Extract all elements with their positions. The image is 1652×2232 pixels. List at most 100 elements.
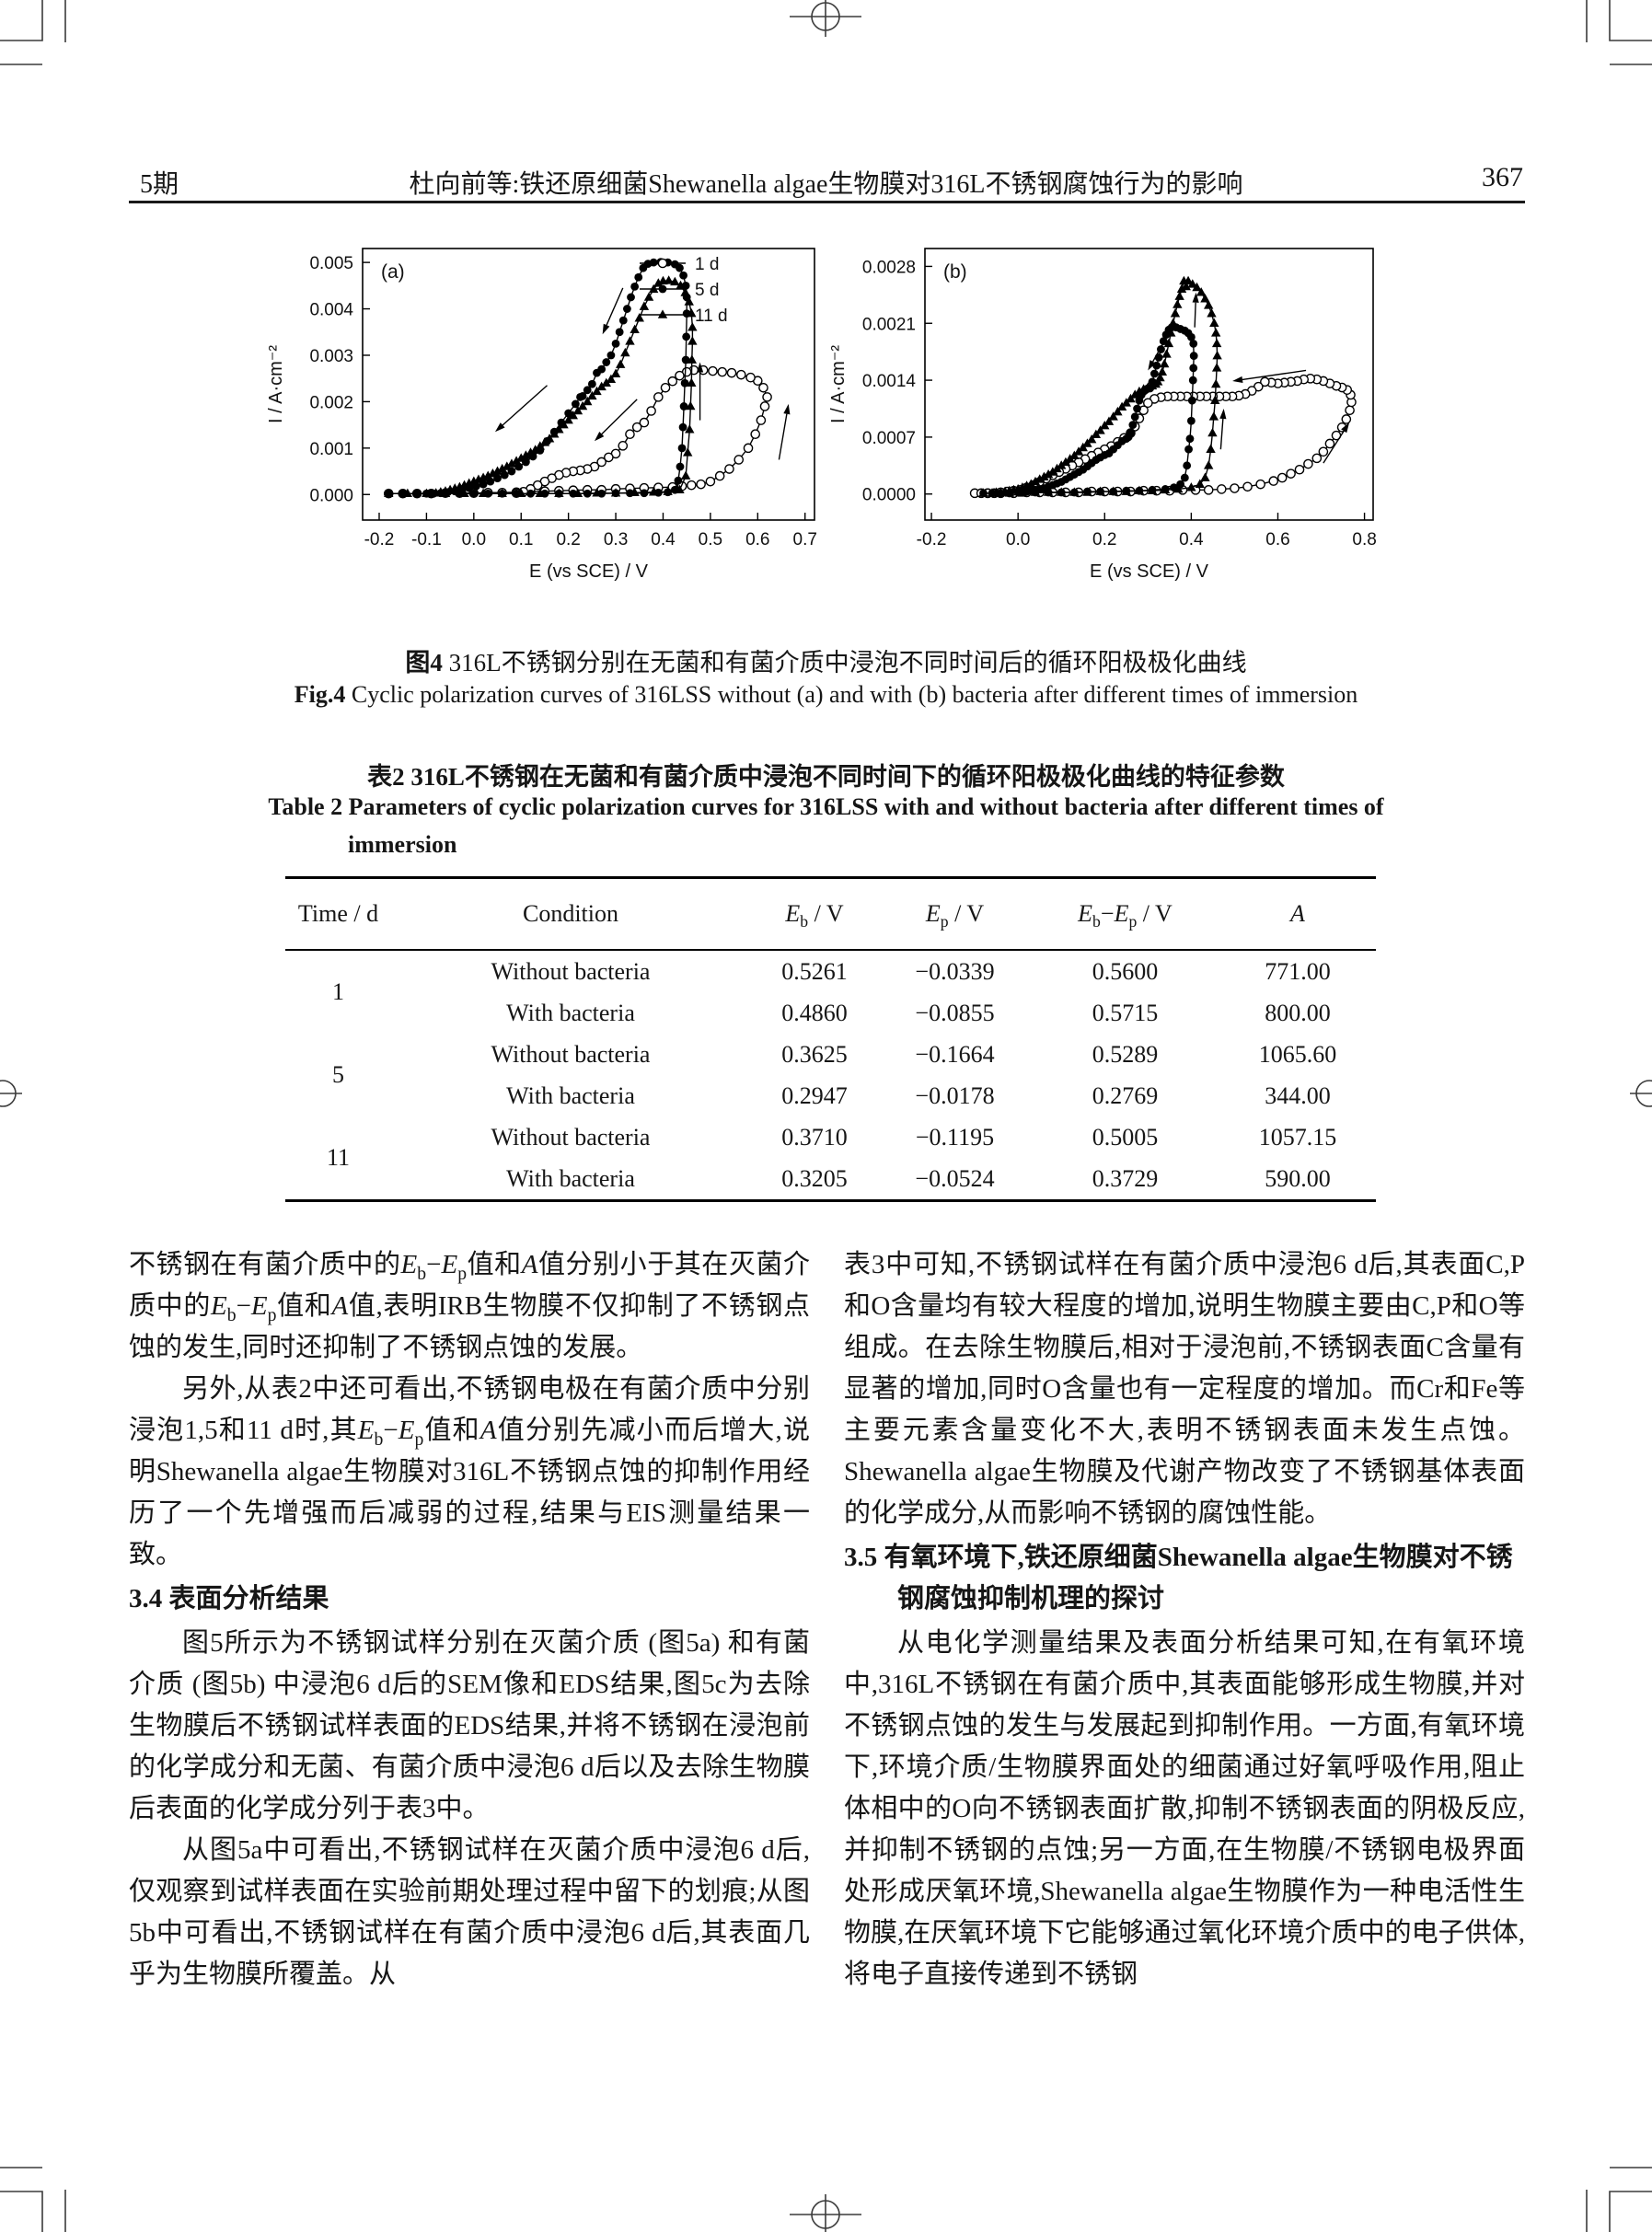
table-cell: 771.00 xyxy=(1265,957,1331,985)
svg-text:I / A·cm⁻²: I / A·cm⁻² xyxy=(266,345,286,423)
paragraph: 另外,从表2中还可看出,不锈钢电极在有菌介质中分别浸泡1,5和11 d时,其Eb… xyxy=(129,1374,810,1569)
table-cell-time: 1 xyxy=(332,978,344,1005)
figure4-chart-b: -0.2 0.0 0.2 0.4 0.6 0.8 0.0000 0.0007 0.0014 0.0… xyxy=(828,248,1377,582)
svg-text:0.2: 0.2 xyxy=(1092,530,1116,549)
svg-text:(b): (b) xyxy=(943,261,967,283)
table-cell: −0.0339 xyxy=(915,957,995,985)
registration-mark-right-icon xyxy=(1630,1080,1652,1107)
table-cell: Without bacteria xyxy=(491,957,651,985)
svg-text:E (vs SCE) / V: E (vs SCE) / V xyxy=(1090,561,1209,582)
table-cell: With bacteria xyxy=(506,1164,635,1192)
table-cell: Without bacteria xyxy=(491,1123,651,1151)
svg-text:1 d: 1 d xyxy=(695,255,719,274)
crop-mark-top-right-icon xyxy=(1586,0,1652,65)
table-cell-time: 11 xyxy=(326,1144,351,1171)
svg-text:0.002: 0.002 xyxy=(309,393,353,412)
svg-text:5 d: 5 d xyxy=(695,281,719,300)
registration-mark-bottom-icon xyxy=(790,2194,861,2232)
svg-text:0.0028: 0.0028 xyxy=(862,258,916,277)
table-cell: −0.1664 xyxy=(915,1040,995,1068)
svg-text:0.004: 0.004 xyxy=(309,301,353,320)
table-row: With bacteria 0.2947 −0.0178 0.2769 344.00 xyxy=(285,1075,1376,1116)
table2: Time / d Condition Eb / V Ep / V Eb−Ep /… xyxy=(285,876,1376,1202)
paragraph: 表3中可知,不锈钢试样在有菌介质中浸泡6 d后,其表面C,P和O含量均有较大程度… xyxy=(844,1250,1525,1528)
table-cell-time: 5 xyxy=(332,1061,344,1088)
svg-text:0.0: 0.0 xyxy=(1006,530,1030,549)
svg-text:0.7: 0.7 xyxy=(793,530,817,549)
table2-caption-en-line2: immersion xyxy=(348,831,457,858)
paragraph: 图5所示为不锈钢试样分别在灭菌介质 (图5a) 和有菌介质 (图5b) 中浸泡6… xyxy=(129,1628,810,1823)
figure4-chart-a: -0.2 -0.1 0.0 0.1 0.2 0.3 0.4 0.5 0.6 0.7 0.000 0.0… xyxy=(266,248,817,582)
table-cell: −0.0178 xyxy=(915,1081,995,1109)
svg-text:0.3: 0.3 xyxy=(604,530,628,549)
table-row: 1 Without bacteria 0.5261 −0.0339 0.5600 771.… xyxy=(285,950,1376,1006)
paragraph: 不锈钢在有菌介质中的Eb−Ep值和A值分别小于其在灭菌介质中的Eb−Ep值和A值… xyxy=(129,1250,810,1362)
table-cell: With bacteria xyxy=(506,1081,635,1109)
table-cell: 0.4860 xyxy=(781,999,848,1026)
table2-header-condition: Condition xyxy=(391,877,750,951)
crop-mark-top-left-icon xyxy=(0,0,66,65)
table-row: 5 Without bacteria 0.3625 −0.1664 0.5289 1065… xyxy=(285,1034,1376,1089)
table-row: With bacteria 0.3205 −0.0524 0.3729 590.00 xyxy=(285,1158,1376,1201)
paragraph: 从电化学测量结果及表面分析结果可知,在有氧环境中,316L不锈钢在有菌介质中,其… xyxy=(844,1628,1525,1989)
table-cell: 0.2947 xyxy=(781,1081,848,1109)
body-right-column: 表3中可知,不锈钢试样在有菌介质中浸泡6 d后,其表面C,P和O含量均有较大程度… xyxy=(844,1244,1525,1995)
svg-text:E (vs SCE) / V: E (vs SCE) / V xyxy=(529,561,649,582)
crop-mark-bottom-left-icon xyxy=(0,2167,66,2232)
running-title: 杜向前等:铁还原细菌Shewanella algae生物膜对316L不锈钢腐蚀行… xyxy=(409,170,1243,199)
table2-caption-cn: 表2 316L不锈钢在无菌和有菌介质中浸泡不同时间下的循环阳极极化曲线的特征参数 xyxy=(367,763,1285,791)
svg-text:-0.2: -0.2 xyxy=(917,530,947,549)
table2-header-ep: Ep / V xyxy=(879,877,1031,951)
table-cell: −0.1195 xyxy=(915,1123,995,1151)
journal-issue: 5期 xyxy=(140,170,179,199)
body-left-column: 不锈钢在有菌介质中的Eb−Ep值和A值分别小于其在灭菌介质中的Eb−Ep值和A值… xyxy=(129,1244,810,1995)
svg-text:0.2: 0.2 xyxy=(556,530,580,549)
table-cell: 0.5005 xyxy=(1092,1123,1159,1151)
table-cell: 1057.15 xyxy=(1258,1123,1337,1151)
svg-text:0.0000: 0.0000 xyxy=(862,486,916,505)
svg-text:I / A·cm⁻²: I / A·cm⁻² xyxy=(828,345,849,423)
table-cell: −0.0524 xyxy=(915,1164,995,1192)
table2-caption-en-line1: Table 2 Parameters of cyclic polarizatio… xyxy=(268,793,1384,820)
svg-text:0.4: 0.4 xyxy=(651,530,676,549)
table-cell: Without bacteria xyxy=(491,1040,651,1068)
svg-text:0.0: 0.0 xyxy=(462,530,486,549)
svg-text:0.6: 0.6 xyxy=(745,530,769,549)
svg-text:-0.1: -0.1 xyxy=(411,530,442,549)
table2-header-eb-ep: Eb−Ep / V xyxy=(1031,877,1219,951)
svg-text:0.005: 0.005 xyxy=(309,254,353,273)
svg-text:(a): (a) xyxy=(381,261,405,283)
registration-mark-left-icon xyxy=(0,1080,22,1107)
table-cell: 0.5600 xyxy=(1092,957,1159,985)
table-cell: 0.2769 xyxy=(1092,1081,1159,1109)
figure4-caption-cn: 图4 316L不锈钢分别在无菌和有菌介质中浸泡不同时间后的循环阳极极化曲线 xyxy=(405,649,1247,677)
table-cell: 1065.60 xyxy=(1258,1040,1337,1068)
table-cell: 344.00 xyxy=(1265,1081,1331,1109)
paragraph: 从图5a中可看出,不锈钢试样在灭菌介质中浸泡6 d后,仅观察到试样表面在实验前期… xyxy=(129,1835,810,1989)
svg-text:0.000: 0.000 xyxy=(309,486,353,505)
section-heading-3-5: 3.5 有氧环境下,铁还原细菌Shewanella algae生物膜对不锈钢腐蚀… xyxy=(844,1543,1513,1613)
svg-text:-0.2: -0.2 xyxy=(364,530,395,549)
table2-header-row: Time / d Condition Eb / V Ep / V Eb−Ep /… xyxy=(285,877,1376,951)
svg-text:0.0021: 0.0021 xyxy=(862,315,916,334)
header-rule xyxy=(129,201,1525,203)
svg-text:0.6: 0.6 xyxy=(1265,530,1289,549)
table-row: 11 Without bacteria 0.3710 −0.1195 0.5005 105… xyxy=(285,1116,1376,1172)
svg-text:0.001: 0.001 xyxy=(309,440,353,459)
page-number: 367 xyxy=(1482,162,1523,192)
svg-text:0.4: 0.4 xyxy=(1179,530,1204,549)
table2-header-time: Time / d xyxy=(285,877,391,951)
table2-header-eb: Eb / V xyxy=(750,877,879,951)
table-cell: 0.3205 xyxy=(781,1164,848,1192)
svg-text:0.5: 0.5 xyxy=(699,530,722,549)
table-cell: 590.00 xyxy=(1265,1164,1331,1192)
table-cell: 800.00 xyxy=(1265,999,1331,1026)
table-cell: 0.5289 xyxy=(1092,1040,1159,1068)
section-heading-3-4: 3.4 表面分析结果 xyxy=(129,1584,329,1613)
figure4-caption-en: Fig.4 Cyclic polarization curves of 316L… xyxy=(294,681,1358,708)
crop-mark-bottom-right-icon xyxy=(1586,2167,1652,2232)
svg-text:11 d: 11 d xyxy=(695,306,728,326)
svg-text:0.8: 0.8 xyxy=(1352,530,1376,549)
svg-text:0.0007: 0.0007 xyxy=(862,429,916,448)
